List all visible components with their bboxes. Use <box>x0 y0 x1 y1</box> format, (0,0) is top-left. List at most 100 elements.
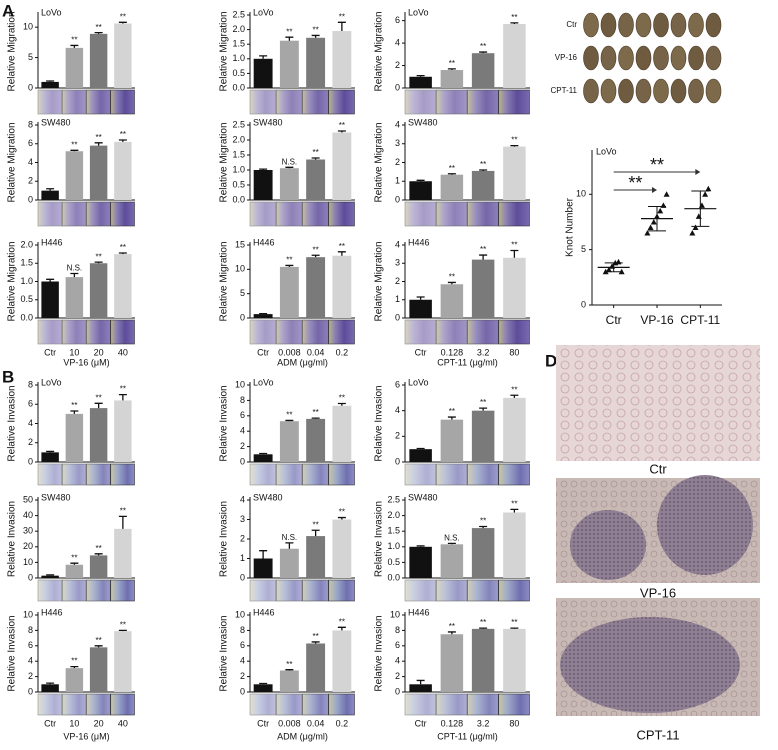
error-bar <box>285 265 293 266</box>
bar <box>472 171 495 200</box>
significance: ** <box>96 23 102 32</box>
error-bar <box>312 642 320 644</box>
significance: ** <box>511 136 517 145</box>
y-tick-label: 0 <box>240 456 245 466</box>
error-bar <box>338 131 346 133</box>
x-tick-label: 0.128 <box>441 718 464 728</box>
bar <box>90 34 107 88</box>
significance: ** <box>96 393 102 402</box>
y-tick-label: 1.0 <box>387 541 400 551</box>
lung <box>671 79 686 103</box>
y-tick-label: 3 <box>395 138 400 148</box>
bar <box>306 643 325 692</box>
significance: ** <box>96 636 102 645</box>
bar <box>114 254 131 318</box>
error-bar <box>510 395 518 398</box>
significance: ** <box>71 401 77 410</box>
bar <box>306 536 325 578</box>
x-tick-label: Ctr <box>257 718 269 728</box>
y-tick-label: 8 <box>28 625 33 635</box>
y-tick-label: 2 <box>240 533 245 543</box>
significance: ** <box>286 27 292 36</box>
lung <box>689 46 704 70</box>
error-bar <box>479 628 487 629</box>
micrograph <box>276 580 302 601</box>
y-tick-label: 1.5 <box>232 149 245 159</box>
x-tick-label: 0.008 <box>278 718 301 728</box>
bar <box>409 684 432 692</box>
error-bar <box>285 37 293 41</box>
significance: N.S. <box>282 157 298 166</box>
y-axis-label: Relative Invasion <box>374 385 385 461</box>
error-bar <box>70 411 78 414</box>
bar <box>254 454 273 462</box>
y-tick-label: 0 <box>395 456 400 466</box>
micrograph <box>111 202 135 226</box>
y-axis-label: Relative Migration <box>7 241 18 321</box>
bar <box>472 629 495 692</box>
significance: ** <box>449 59 455 68</box>
micrograph <box>436 202 467 226</box>
lung <box>601 13 616 37</box>
error-bar <box>448 69 456 70</box>
x-tick-label: 3.2 <box>477 347 490 357</box>
cell-label: SW480 <box>41 117 71 127</box>
lung <box>689 79 704 103</box>
y-tick-label: 4 <box>395 119 400 129</box>
y-axis-label: Relative Invasion <box>219 501 230 577</box>
micrograph <box>468 580 499 601</box>
significance: ** <box>96 544 102 553</box>
error-bar <box>312 530 320 536</box>
y-axis-label: Knot Number <box>565 197 576 257</box>
lung <box>584 46 599 70</box>
x-tick-label: 40 <box>118 718 128 728</box>
micrograph <box>468 90 499 114</box>
micrograph <box>38 320 62 344</box>
panel-label: D <box>545 351 557 370</box>
significance: ** <box>71 36 77 45</box>
significance: ** <box>449 164 455 173</box>
y-tick-label: 2.0 <box>20 239 33 249</box>
y-tick-label: 2 <box>395 157 400 167</box>
y-tick-label: 3 <box>395 258 400 268</box>
significance: ** <box>480 618 486 627</box>
error-bar <box>479 52 487 53</box>
micrograph <box>276 90 302 114</box>
lung <box>706 79 721 103</box>
error-bar <box>312 158 320 160</box>
y-tick-label: 0 <box>28 456 33 466</box>
y-tick-label: 0.0 <box>232 82 245 92</box>
bar <box>114 24 131 88</box>
x-axis-label: VP-16 (μM) <box>63 731 109 741</box>
bar <box>472 411 495 462</box>
x-tick-label: 0.2 <box>336 718 349 728</box>
lung <box>689 13 704 37</box>
micrograph <box>468 694 499 715</box>
micrograph <box>87 694 111 715</box>
bar <box>254 170 273 200</box>
y-tick-label: 5 <box>28 52 33 62</box>
y-tick-label: 0.5 <box>387 557 400 567</box>
y-tick-label: 2 <box>28 437 33 447</box>
error-bar <box>417 76 425 77</box>
micrograph <box>62 90 86 114</box>
y-tick-label: 10 <box>23 22 33 32</box>
lung <box>671 46 686 70</box>
y-tick-label: 0 <box>395 82 400 92</box>
significance: ** <box>339 617 345 626</box>
significance: ** <box>313 245 319 254</box>
y-tick-label: 6 <box>395 640 400 650</box>
x-axis-label: ADM (μg/ml) <box>277 357 328 367</box>
micrograph <box>499 202 530 226</box>
y-tick-label: 6 <box>28 640 33 650</box>
y-tick-label: 6 <box>240 640 245 650</box>
significance: ** <box>120 506 126 515</box>
y-tick-label: 50 <box>23 494 33 504</box>
y-tick-label: 1.5 <box>387 526 400 536</box>
bar <box>472 53 495 88</box>
x-tick-label: 0.128 <box>441 347 464 357</box>
y-tick-label: 2 <box>395 60 400 70</box>
error-bar <box>95 262 103 263</box>
data-point <box>648 225 654 231</box>
